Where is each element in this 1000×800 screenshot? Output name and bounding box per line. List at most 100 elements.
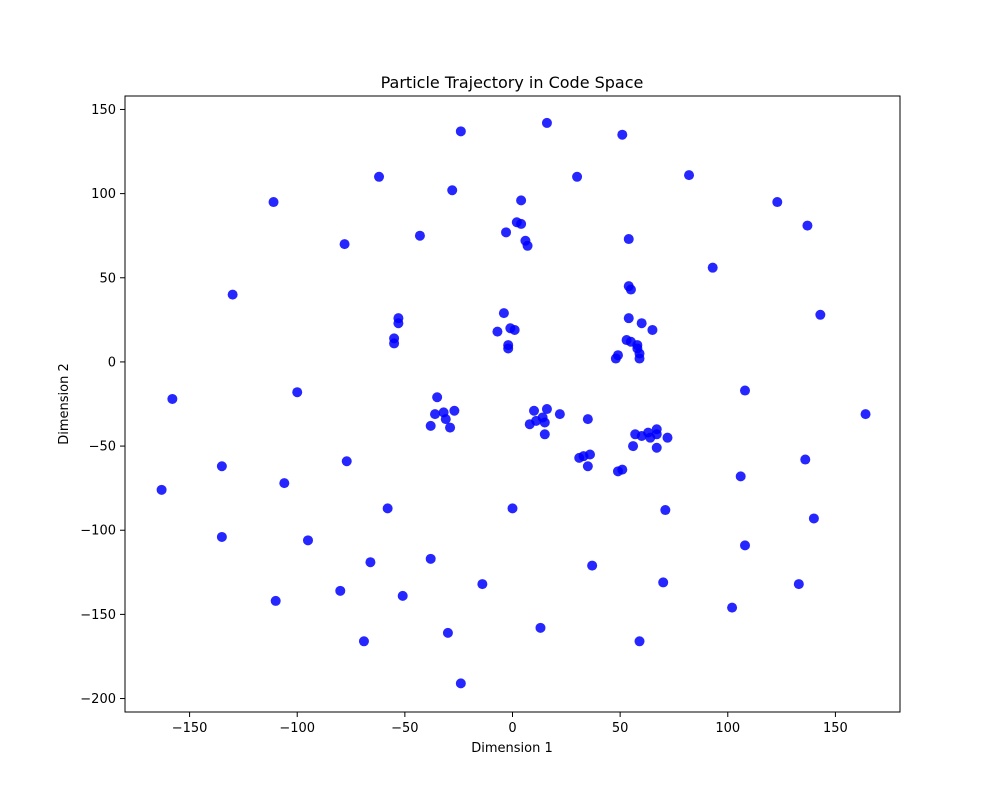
scatter-point (735, 471, 746, 482)
scatter-point (455, 678, 466, 689)
scatter-point (634, 353, 645, 364)
scatter-point (167, 393, 178, 404)
scatter-point (802, 220, 813, 231)
scatter-point (585, 449, 595, 460)
ticks-layer: −150 −100 −50 0 50 100 150 −200 −150 −100 −50 0 50 10… (80, 103, 848, 736)
scatter-point (662, 432, 673, 443)
scatter-point (425, 420, 436, 431)
scatter-point (498, 308, 509, 319)
chart-title: Particle Trajectory in Code Space (381, 73, 644, 92)
scatter-point (524, 419, 535, 430)
scatter-point (270, 595, 281, 606)
scatter-point (628, 441, 639, 452)
scatter-point (522, 240, 533, 251)
scatter-point (582, 461, 593, 472)
scatter-point (800, 454, 811, 465)
y-tick-label: 150 (91, 103, 116, 118)
scatter-point (587, 560, 598, 571)
scatter-point (397, 590, 408, 601)
scatter-point (634, 636, 645, 647)
scatter-point (477, 579, 488, 590)
scatter-point (727, 602, 738, 613)
scatter-point (516, 218, 527, 229)
scatter-point (539, 417, 550, 428)
scatter-point (425, 553, 436, 564)
scatter-point (860, 409, 871, 420)
scatter-point (707, 262, 718, 273)
plot-frame (124, 95, 901, 713)
scatter-point (535, 622, 546, 633)
scatter-point (492, 326, 503, 337)
scatter-point (793, 579, 804, 590)
scatter-point (445, 422, 456, 433)
scatter-point (582, 414, 593, 425)
scatter-point (658, 577, 669, 588)
x-tick-label: 0 (508, 721, 516, 736)
scatter-point (302, 535, 313, 546)
scatter-point (374, 171, 385, 182)
scatter-point (156, 484, 167, 495)
scatter-point (382, 503, 393, 514)
scatter-point (772, 197, 783, 208)
scatter-point (455, 126, 466, 137)
scatter-point (617, 129, 628, 140)
x-tick-label: −150 (172, 721, 208, 736)
scatter-point (339, 239, 350, 250)
scatter-point (432, 392, 443, 403)
scatter-point (509, 324, 520, 335)
scatter-point (503, 343, 514, 354)
scatter-point (292, 387, 303, 398)
scatter-point (651, 429, 662, 440)
scatter-point (815, 309, 826, 320)
scatter-point (440, 414, 451, 425)
scatter-point (216, 461, 227, 472)
x-tick-label: 150 (823, 721, 848, 736)
scatter-point (808, 513, 819, 524)
x-tick-label: 50 (612, 721, 629, 736)
scatter-point (393, 318, 404, 329)
y-tick-label: −50 (89, 440, 116, 455)
scatter-point (358, 636, 369, 647)
scatter-point (612, 350, 623, 361)
scatter-point (389, 338, 400, 349)
scatter-point (335, 585, 346, 596)
scatter-point (447, 185, 458, 196)
scatter-point (414, 230, 425, 241)
scatter-point (647, 324, 658, 335)
scatter-point (268, 197, 279, 208)
y-tick-label: −150 (80, 608, 116, 623)
y-axis-label: Dimension 2 (57, 363, 72, 445)
scatter-point (449, 405, 460, 416)
scatter-point (227, 289, 238, 300)
scatter-point (612, 466, 623, 477)
scatter-point (740, 540, 750, 551)
scatter-point (216, 531, 227, 542)
x-axis-label: Dimension 1 (471, 741, 553, 756)
scatter-point (625, 284, 636, 295)
scatter-point (684, 170, 695, 181)
scatter-point (554, 409, 565, 420)
scatter-point (541, 404, 552, 415)
scatter-point (740, 385, 750, 396)
scatter-point (516, 195, 527, 206)
y-tick-label: 0 (108, 355, 116, 370)
y-tick-label: 50 (99, 271, 116, 286)
scatter-point (507, 503, 518, 514)
scatter-point (572, 171, 583, 182)
y-tick-label: 100 (91, 187, 116, 202)
scatter-point (636, 318, 647, 329)
points-layer (156, 117, 871, 689)
scatter-point (529, 405, 540, 416)
scatter-point (442, 627, 453, 638)
x-tick-label: −100 (279, 721, 315, 736)
scatter-point (623, 313, 634, 324)
x-tick-label: 100 (715, 721, 740, 736)
scatter-point (539, 429, 550, 440)
scatter-point (651, 442, 662, 453)
scatter-point (501, 227, 512, 238)
scatter-point (365, 557, 376, 568)
scatter-point (279, 478, 290, 489)
scatter-point (430, 409, 440, 420)
